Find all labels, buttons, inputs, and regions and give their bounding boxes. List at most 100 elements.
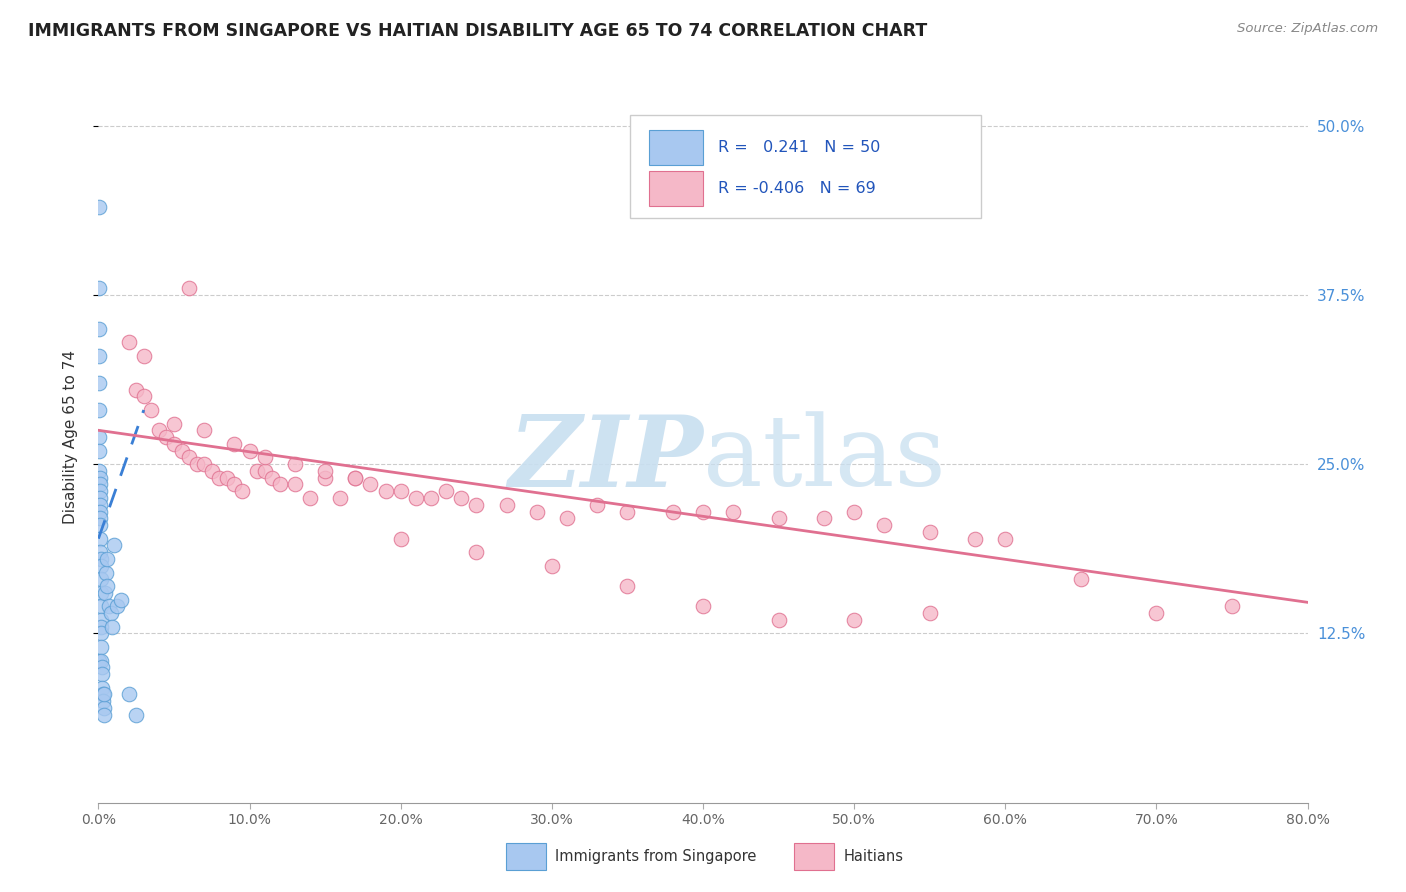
Point <box>89 498 111 512</box>
Point <box>813 511 835 525</box>
Point <box>148 423 170 437</box>
Point <box>1220 599 1243 614</box>
Point <box>965 532 987 546</box>
Point <box>344 471 367 485</box>
Point <box>723 505 745 519</box>
Point <box>163 437 186 451</box>
Point <box>91 660 114 674</box>
Point <box>93 701 115 715</box>
Point <box>90 552 112 566</box>
Point <box>179 281 201 295</box>
Point <box>918 524 941 539</box>
Point <box>125 707 148 722</box>
Point <box>93 707 115 722</box>
Point <box>89 471 111 485</box>
Point <box>89 464 111 478</box>
Point <box>314 471 336 485</box>
Point <box>405 491 427 505</box>
Point <box>389 532 412 546</box>
Point <box>170 443 193 458</box>
Point <box>873 518 896 533</box>
Text: Source: ZipAtlas.com: Source: ZipAtlas.com <box>1237 22 1378 36</box>
Point <box>420 491 443 505</box>
Point <box>90 586 112 600</box>
Point <box>90 558 112 573</box>
Point <box>768 511 790 525</box>
Y-axis label: Disability Age 65 to 74: Disability Age 65 to 74 <box>63 350 77 524</box>
Text: IMMIGRANTS FROM SINGAPORE VS HAITIAN DISABILITY AGE 65 TO 74 CORRELATION CHART: IMMIGRANTS FROM SINGAPORE VS HAITIAN DIS… <box>28 22 928 40</box>
Point <box>284 457 307 471</box>
Point <box>329 491 352 505</box>
Point <box>201 464 224 478</box>
Point <box>90 572 112 586</box>
Point <box>89 654 111 668</box>
Point <box>465 498 488 512</box>
Point <box>91 688 114 702</box>
Point <box>374 484 396 499</box>
Point <box>89 403 111 417</box>
Point <box>616 505 638 519</box>
Point <box>89 322 111 336</box>
Point <box>692 505 714 519</box>
Point <box>94 566 117 580</box>
Point <box>118 688 141 702</box>
Point <box>89 511 111 525</box>
Point <box>89 477 111 491</box>
Point <box>132 349 155 363</box>
Point <box>193 457 215 471</box>
FancyBboxPatch shape <box>630 115 981 218</box>
Point <box>1070 572 1092 586</box>
Text: Haitians: Haitians <box>844 849 904 863</box>
Point <box>193 423 215 437</box>
Point <box>90 654 112 668</box>
Point <box>125 383 148 397</box>
Point <box>101 620 124 634</box>
Point <box>344 471 367 485</box>
Point <box>253 450 276 465</box>
Point <box>89 376 111 390</box>
Point <box>89 200 111 214</box>
Point <box>692 599 714 614</box>
Point <box>89 443 111 458</box>
Point <box>91 667 114 681</box>
Point <box>89 505 111 519</box>
Point <box>1144 606 1167 620</box>
Point <box>186 457 208 471</box>
Point <box>360 477 382 491</box>
Point <box>224 437 246 451</box>
Point <box>89 349 111 363</box>
Point <box>93 688 115 702</box>
Point <box>105 599 128 614</box>
Point <box>844 613 866 627</box>
Point <box>90 640 112 654</box>
Point <box>253 464 276 478</box>
Point <box>103 538 125 552</box>
Point <box>89 484 111 499</box>
Point <box>91 694 114 708</box>
Point <box>434 484 457 499</box>
Point <box>555 511 578 525</box>
Point <box>89 430 111 444</box>
Point <box>89 281 111 295</box>
Point <box>89 518 111 533</box>
Point <box>586 498 609 512</box>
Point <box>231 484 253 499</box>
Point <box>224 477 246 491</box>
Point <box>90 599 112 614</box>
Point <box>246 464 269 478</box>
Point <box>616 579 638 593</box>
FancyBboxPatch shape <box>648 171 703 206</box>
Text: R = -0.406   N = 69: R = -0.406 N = 69 <box>717 181 876 196</box>
Point <box>89 491 111 505</box>
Point <box>118 335 141 350</box>
Point <box>98 599 121 614</box>
Point <box>540 558 562 573</box>
Point <box>155 430 177 444</box>
Point <box>262 471 284 485</box>
Point <box>239 443 262 458</box>
Point <box>90 613 112 627</box>
Point <box>141 403 163 417</box>
Point <box>768 613 790 627</box>
Point <box>89 545 111 559</box>
Point <box>465 545 488 559</box>
